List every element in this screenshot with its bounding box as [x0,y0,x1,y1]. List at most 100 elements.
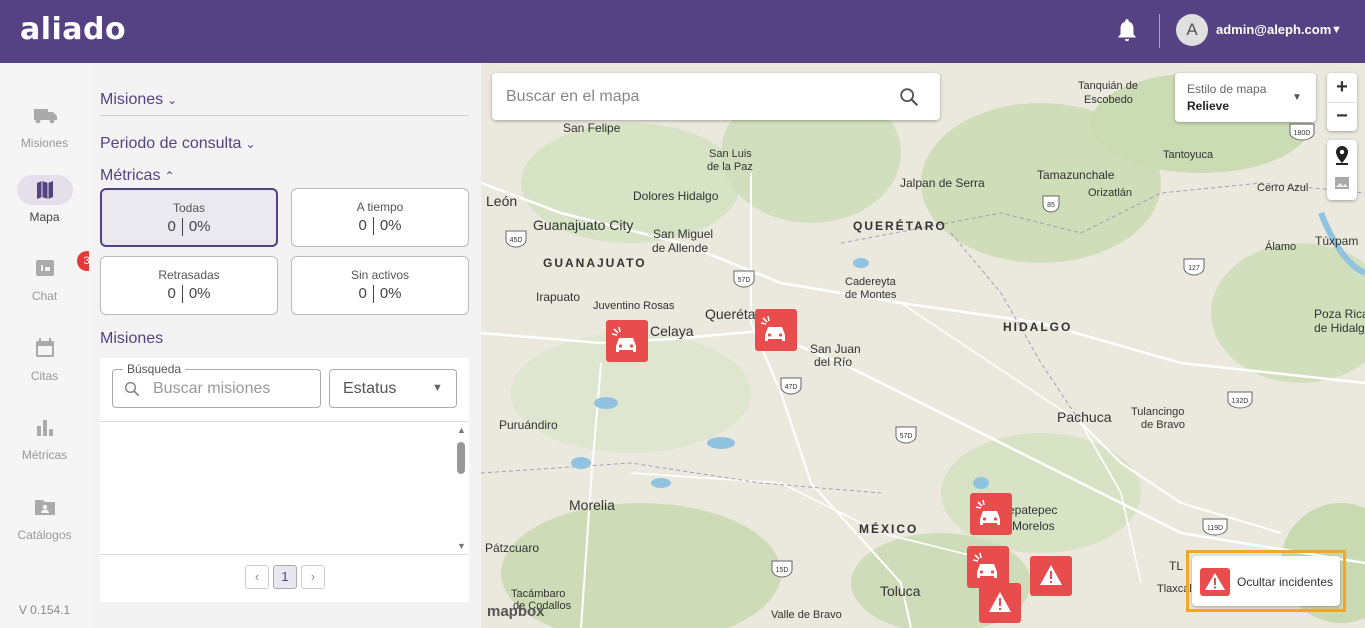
top-bar: aliado A admin@aleph.com ▼ [0,0,1365,63]
map-view[interactable]: San Felipe Tanquián de Escobedo San Luis… [481,63,1365,628]
map-style-value: Relieve [1187,99,1230,113]
search-icon[interactable] [898,86,920,108]
map-label: Tulancingo [1131,406,1185,418]
map-label: de Allende [652,241,709,255]
chat-icon: 3 [17,251,97,284]
incident-marker-crash[interactable] [970,493,1012,535]
highway-shield: 57D [733,270,755,288]
svg-text:127: 127 [1188,265,1200,272]
warning-icon [1200,568,1230,596]
incident-marker-crash[interactable] [755,309,797,351]
map-label: Valle de Bravo [771,609,842,621]
metric-card-a-tiempo[interactable]: A tiempo 0 0% [291,188,469,247]
metric-label: A tiempo [356,200,404,214]
metric-count: 0 [358,285,367,302]
car-crash-icon [975,499,1000,525]
map-label: Morelos [1012,519,1055,533]
scroll-up-arrow[interactable]: ▲ [457,425,466,435]
nav-label: Chat [31,289,58,303]
map-label: Cadereyta [845,276,896,288]
hide-incidents-button[interactable]: Ocultar incidentes [1192,556,1340,606]
nav-item-misiones[interactable]: Misiones [0,101,89,150]
car-crash-icon [611,326,636,352]
filters-panel: Misiones ⌄ Periodo de consulta ⌄ Métricas ⌃… [89,63,481,628]
svg-text:57D: 57D [738,277,751,284]
bell-icon[interactable] [1114,17,1140,45]
chevron-down-icon: ⌄ [167,93,178,107]
mapbox-logo[interactable]: mapbox [487,603,545,620]
incident-marker-crash[interactable] [606,320,648,362]
periodo-section-toggle[interactable]: Periodo de consulta ⌄ [100,135,256,153]
map-label: del Río [814,355,853,369]
metric-percent: 0% [379,217,402,234]
caret-down-icon: ▼ [1292,92,1302,103]
search-icon [124,381,140,397]
map-label: Tantoyuca [1163,149,1214,161]
list-scrollbar[interactable]: ▲ ▼ [455,425,467,551]
scroll-down-arrow[interactable]: ▼ [457,541,466,551]
map-terrain [481,63,1365,628]
bar-chart-icon [17,413,73,443]
metric-card-retrasadas[interactable]: Retrasadas 0 0% [100,256,278,315]
nav-label: Misiones [20,136,69,150]
nav-item-citas[interactable]: Citas [0,334,89,383]
search-missions-input[interactable]: Buscar misiones [153,380,271,397]
status-select[interactable]: Estatus ▼ [329,369,457,408]
metric-percent: 0% [379,285,402,302]
map-style-select[interactable]: Estilo de mapa Relieve ▼ [1175,73,1316,122]
highway-shield: 47D [780,377,802,395]
misiones-section-title: Misiones [100,91,164,108]
highway-shield: 180D [1289,123,1315,141]
svg-text:85: 85 [1047,202,1055,209]
map-label: Álamo [1265,241,1297,253]
incident-marker-alert[interactable] [1030,556,1072,596]
zoom-out-button[interactable]: − [1336,105,1348,127]
nav-item-metricas[interactable]: Métricas [0,413,89,462]
page-1-button[interactable]: 1 [273,565,297,589]
map-label: Cerro Azul [1257,182,1309,194]
metric-count: 0 [358,217,367,234]
map-label: Tepatepec [1002,503,1058,517]
metric-label: Todas [172,201,206,215]
search-missions-field[interactable]: Búsqueda Buscar misiones [112,362,321,408]
scroll-thumb[interactable] [457,442,465,474]
metric-card-todas[interactable]: Todas 0 0% [100,188,278,247]
metricas-section-toggle[interactable]: Métricas ⌃ [100,167,175,185]
metric-card-sin-activos[interactable]: Sin activos 0 0% [291,256,469,315]
zoom-in-button[interactable]: + [1336,76,1348,98]
map-state-label: QUERÉTARO [853,219,947,233]
metric-count: 0 [167,285,176,302]
incident-marker-crash[interactable] [967,546,1009,588]
prev-page-button[interactable]: ‹ [245,565,269,589]
map-label: Puruándiro [499,418,558,432]
nav-item-mapa[interactable]: Mapa [0,175,89,224]
hide-incidents-label: Ocultar incidentes [1237,575,1334,589]
misiones-section-toggle[interactable]: Misiones ⌄ [100,91,177,109]
svg-text:119D: 119D [1207,525,1223,532]
map-label: de Montes [845,289,897,301]
map-label: San Miguel [653,227,714,241]
caret-down-icon[interactable]: ▼ [1331,24,1342,36]
nav-item-chat[interactable]: 3 Chat [0,251,97,303]
map-state-label: HIDALGO [1003,320,1073,334]
location-pin-icon[interactable] [1334,145,1350,165]
map-search-input[interactable]: Buscar en el mapa [506,88,640,105]
image-layer-icon[interactable] [1334,175,1350,191]
incident-marker-alert[interactable] [979,583,1021,623]
highway-shield: 119D [1202,518,1228,536]
nav-item-catalogos[interactable]: Catálogos [0,493,89,542]
user-email[interactable]: admin@aleph.com [1216,22,1332,37]
search-legend: Búsqueda [123,362,186,376]
map-label: TL [1169,559,1184,573]
map-search-box[interactable]: Buscar en el mapa [492,73,940,120]
metric-label: Sin activos [350,268,410,282]
map-tools [1327,140,1357,200]
next-page-button[interactable]: › [301,565,325,589]
map-label: León [486,193,518,209]
folder-user-icon [17,493,73,523]
avatar[interactable]: A [1176,14,1208,46]
map-label: Juventino Rosas [593,300,675,312]
aliado-logo[interactable]: aliado [20,12,127,47]
side-nav: Misiones Mapa 3 Chat Citas Métricas Catá… [0,63,97,628]
highway-shield: 15D [771,560,793,578]
